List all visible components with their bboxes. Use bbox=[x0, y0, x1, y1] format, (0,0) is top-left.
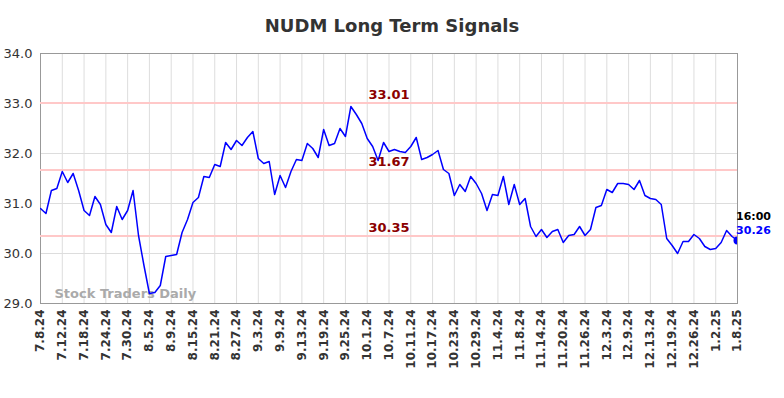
svg-text:7.30.24: 7.30.24 bbox=[120, 310, 134, 361]
svg-text:8.9.24: 8.9.24 bbox=[164, 310, 178, 353]
svg-text:1.8.25: 1.8.25 bbox=[730, 310, 744, 353]
svg-text:34.0: 34.0 bbox=[4, 46, 33, 61]
svg-text:12.3.24: 12.3.24 bbox=[600, 310, 614, 361]
svg-text:Stock Traders Daily: Stock Traders Daily bbox=[55, 286, 197, 301]
svg-text:11.20.24: 11.20.24 bbox=[556, 310, 570, 369]
svg-text:11.26.24: 11.26.24 bbox=[578, 310, 592, 369]
svg-text:30.35: 30.35 bbox=[368, 220, 409, 235]
svg-text:8.21.24: 8.21.24 bbox=[208, 310, 222, 361]
svg-text:12.9.24: 12.9.24 bbox=[621, 310, 635, 361]
svg-text:12.19.24: 12.19.24 bbox=[665, 310, 679, 369]
svg-text:8.5.24: 8.5.24 bbox=[142, 310, 156, 353]
svg-text:7.8.24: 7.8.24 bbox=[33, 310, 47, 353]
svg-text:10.17.24: 10.17.24 bbox=[425, 310, 439, 369]
svg-text:11.14.24: 11.14.24 bbox=[534, 310, 548, 369]
svg-text:31.0: 31.0 bbox=[4, 196, 33, 211]
svg-text:12.26.24: 12.26.24 bbox=[687, 310, 701, 369]
svg-text:11.4.24: 11.4.24 bbox=[491, 310, 505, 361]
svg-text:9.9.24: 9.9.24 bbox=[273, 310, 287, 353]
svg-text:10.23.24: 10.23.24 bbox=[447, 310, 461, 369]
svg-text:8.15.24: 8.15.24 bbox=[186, 310, 200, 361]
svg-text:32.0: 32.0 bbox=[4, 146, 33, 161]
svg-text:9.25.24: 9.25.24 bbox=[338, 310, 352, 361]
svg-text:10.1.24: 10.1.24 bbox=[360, 310, 374, 361]
svg-text:31.67: 31.67 bbox=[368, 154, 409, 169]
svg-text:7.24.24: 7.24.24 bbox=[99, 310, 113, 361]
svg-text:1.2.25: 1.2.25 bbox=[709, 310, 723, 353]
svg-text:12.13.24: 12.13.24 bbox=[643, 310, 657, 369]
svg-text:30.0: 30.0 bbox=[4, 246, 33, 261]
svg-text:10.11.24: 10.11.24 bbox=[404, 310, 418, 369]
html-text:NUDM Long Term Signals: NUDM Long Term Signals bbox=[264, 15, 520, 36]
svg-text:33.01: 33.01 bbox=[368, 87, 409, 102]
svg-text:9.13.24: 9.13.24 bbox=[295, 310, 309, 361]
svg-text:8.27.24: 8.27.24 bbox=[229, 310, 243, 361]
svg-text:10.7.24: 10.7.24 bbox=[382, 310, 396, 361]
svg-text:9.3.24: 9.3.24 bbox=[251, 310, 265, 353]
svg-text:11.8.24: 11.8.24 bbox=[513, 310, 527, 361]
svg-text:29.0: 29.0 bbox=[4, 296, 33, 311]
svg-text:7.18.24: 7.18.24 bbox=[77, 310, 91, 361]
svg-text:7.12.24: 7.12.24 bbox=[55, 310, 69, 361]
svg-text:9.19.24: 9.19.24 bbox=[316, 310, 330, 361]
svg-text:33.0: 33.0 bbox=[4, 96, 33, 111]
svg-text:16:00: 16:00 bbox=[736, 210, 771, 223]
svg-text:30.26: 30.26 bbox=[736, 224, 771, 237]
svg-text:10.29.24: 10.29.24 bbox=[469, 310, 483, 369]
